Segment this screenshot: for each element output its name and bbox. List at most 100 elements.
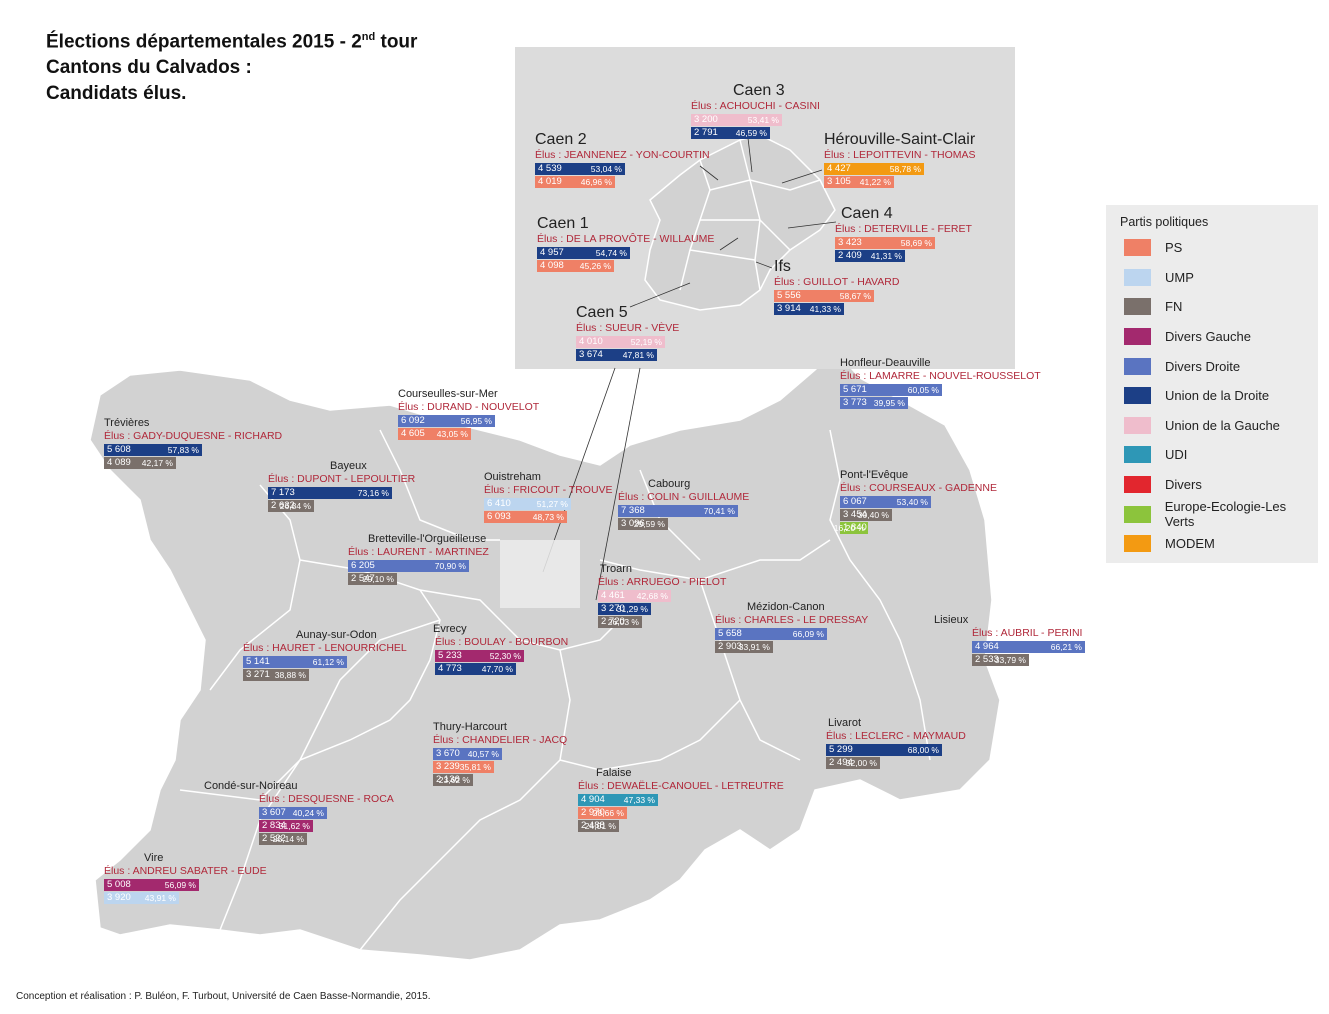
legend-item: Divers Gauche bbox=[1106, 322, 1318, 352]
canton-name: Cabourg bbox=[648, 478, 691, 490]
result-votes: 3 271 bbox=[246, 669, 270, 680]
result-percent: 41,31 % bbox=[870, 251, 902, 261]
result-votes: 6 092 bbox=[401, 415, 425, 426]
result-percent: 56,09 % bbox=[164, 880, 196, 890]
canton-label: Evrecy Élus : BOULAY - BOURBON 5 233 52,30 … bbox=[433, 623, 568, 675]
canton-label: Hérouville-Saint-Clair Élus : LEPOITTEVIN… bbox=[824, 131, 976, 188]
result-bar: 2 409 41,31 % bbox=[835, 250, 905, 262]
caen-inset-borders bbox=[679, 139, 821, 291]
canton-borders bbox=[179, 429, 931, 951]
result-votes: 4 010 bbox=[579, 336, 603, 347]
result-percent: 53,04 % bbox=[590, 164, 622, 174]
result-bar: 2 522 28,14 % bbox=[259, 833, 307, 845]
canton-elected: Élus : ARRUEGO - PIELOT bbox=[598, 576, 727, 588]
legend-item: UDI bbox=[1106, 440, 1318, 470]
result-bar: 3 670 40,57 % bbox=[433, 748, 502, 760]
result-percent: 42,17 % bbox=[141, 458, 173, 468]
canton-name: Aunay-sur-Odon bbox=[296, 629, 377, 641]
result-percent: 61,12 % bbox=[312, 657, 344, 667]
legend-label: Union de la Droite bbox=[1165, 388, 1270, 404]
result-votes: 3 423 bbox=[838, 237, 862, 248]
result-bar: 2 720 26,03 % bbox=[598, 616, 642, 628]
canton-elected: Élus : ANDREU SABATER - EUDE bbox=[104, 865, 267, 877]
canton-label: Bayeux Élus : DUPONT - LEPOULTIER 7 173 73,… bbox=[268, 460, 415, 512]
legend-item: FN bbox=[1106, 292, 1318, 322]
result-votes: 3 920 bbox=[107, 892, 131, 903]
legend-label: Europe-Ecologie-Les Verts bbox=[1164, 499, 1287, 530]
canton-name: Falaise bbox=[596, 767, 632, 779]
result-bar: 6 205 70,90 % bbox=[348, 560, 469, 572]
result-bar: 2 488 24,01 % bbox=[578, 820, 619, 832]
canton-elected: Élus : LAURENT - MARTINEZ bbox=[348, 546, 489, 558]
result-bar: 2 834 31,62 % bbox=[259, 820, 313, 832]
result-percent: 58,78 % bbox=[889, 164, 921, 174]
result-bar: 5 141 61,12 % bbox=[243, 656, 347, 668]
legend-item: PS bbox=[1106, 233, 1318, 263]
legend-swatch bbox=[1124, 268, 1151, 286]
result-percent: 47,81 % bbox=[622, 350, 654, 360]
result-bar: 3 914 41,33 % bbox=[774, 303, 844, 315]
result-votes: 2 970 bbox=[581, 807, 605, 818]
result-bar: 3 423 58,69 % bbox=[835, 237, 935, 249]
result-votes: 2 547 bbox=[351, 573, 375, 584]
canton-name: Hérouville-Saint-Clair bbox=[824, 131, 976, 148]
result-percent: 31,29 % bbox=[616, 604, 648, 614]
legend-items: PS UMP FN Divers Gauche Divers Droite Union d… bbox=[1106, 233, 1318, 559]
canton-name: Vire bbox=[144, 852, 164, 864]
legend-label: MODEM bbox=[1165, 536, 1215, 552]
canton-label: Trévières Élus : GADY-DUQUESNE - RICHARD 5… bbox=[104, 417, 282, 469]
result-votes: 4 957 bbox=[540, 247, 564, 258]
result-votes: 4 605 bbox=[401, 428, 425, 439]
title-line3: Candidats élus. bbox=[46, 83, 187, 105]
result-percent: 70,41 % bbox=[703, 506, 735, 516]
result-votes: 3 096 bbox=[621, 518, 645, 529]
result-votes: 2 409 bbox=[838, 250, 862, 261]
result-percent: 29,10 % bbox=[362, 574, 394, 584]
result-bar: 3 270 31,29 % bbox=[598, 603, 651, 615]
result-votes: 2 834 bbox=[262, 820, 286, 831]
result-percent: 42,68 % bbox=[636, 591, 668, 601]
legend-item: Divers Droite bbox=[1106, 351, 1318, 381]
canton-name: Bayeux bbox=[330, 460, 367, 472]
result-bar: 4 010 52,19 % bbox=[576, 336, 665, 348]
result-bar: 6 067 53,40 % bbox=[840, 496, 931, 508]
result-votes: 4 964 bbox=[975, 641, 999, 652]
result-bar: 5 658 66,09 % bbox=[715, 628, 827, 640]
canton-name: Caen 2 bbox=[535, 131, 587, 148]
credit-text: Conception et réalisation : P. Buléon, F… bbox=[16, 991, 431, 1002]
canton-name: Caen 3 bbox=[733, 82, 785, 99]
result-percent: 52,19 % bbox=[630, 337, 662, 347]
result-votes: 6 067 bbox=[843, 496, 867, 507]
canton-elected: Élus : LAMARRE - NOUVEL-ROUSSELOT bbox=[840, 370, 1041, 382]
result-bar: 2 632 26,84 % bbox=[268, 500, 314, 512]
result-percent: 32,00 % bbox=[845, 758, 877, 768]
legend-label: FN bbox=[1165, 299, 1183, 315]
canton-name: Ouistreham bbox=[484, 471, 541, 483]
legend-label: PS bbox=[1165, 240, 1183, 256]
canton-label: Caen 3 Élus : ACHOUCHI - CASINI 3 200 53,41… bbox=[691, 82, 820, 139]
canton-name: Caen 4 bbox=[841, 205, 893, 222]
result-votes: 3 773 bbox=[843, 397, 867, 408]
result-percent: 58,67 % bbox=[839, 291, 871, 301]
result-votes: 4 427 bbox=[827, 163, 851, 174]
legend-item: Union de la Droite bbox=[1106, 381, 1318, 411]
result-percent: 40,57 % bbox=[467, 749, 499, 759]
result-votes: 6 410 bbox=[487, 498, 511, 509]
legend-label: Union de la Gauche bbox=[1165, 417, 1280, 433]
result-votes: 6 205 bbox=[351, 560, 375, 571]
result-percent: 41,33 % bbox=[809, 304, 841, 314]
result-percent: 30,40 % bbox=[857, 510, 889, 520]
result-bar: 2 903 33,91 % bbox=[715, 641, 773, 653]
result-percent: 58,69 % bbox=[900, 238, 932, 248]
result-bar: 2 791 46,59 % bbox=[691, 127, 770, 139]
result-bar: 6 093 48,73 % bbox=[484, 511, 567, 523]
canton-elected: Élus : COURSEAUX - GADENNE bbox=[840, 482, 997, 494]
result-votes: 2 720 bbox=[601, 616, 625, 627]
result-percent: 26,84 % bbox=[279, 501, 311, 511]
result-bar: 4 904 47,33 % bbox=[578, 794, 658, 806]
result-bar: 6 092 56,95 % bbox=[398, 415, 495, 427]
result-votes: 7 368 bbox=[621, 505, 645, 516]
canton-elected: Élus : DUPONT - LEPOULTIER bbox=[268, 473, 416, 485]
result-percent: 16,20 % bbox=[833, 523, 865, 533]
result-percent: 47,70 % bbox=[481, 664, 513, 674]
